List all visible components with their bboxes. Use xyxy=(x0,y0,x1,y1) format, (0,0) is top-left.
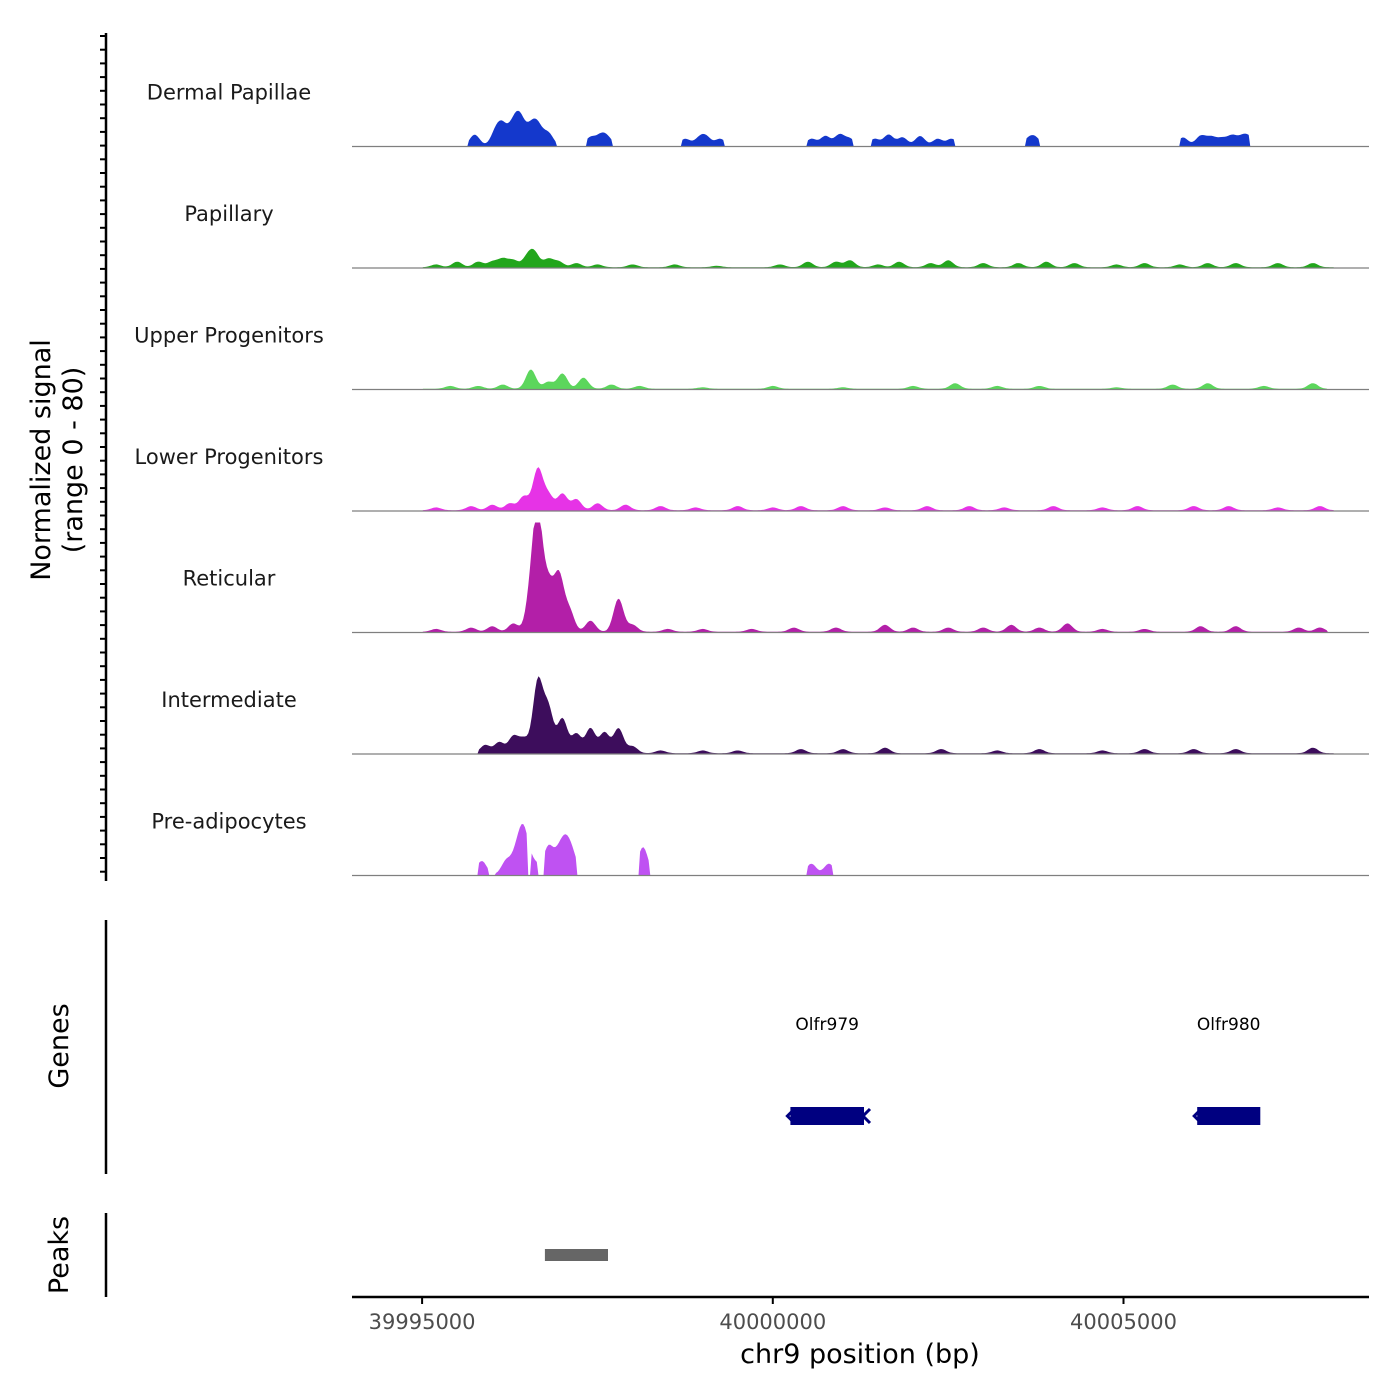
peaks-track-label: Peaks xyxy=(44,1216,75,1294)
peaks-track xyxy=(544,1249,608,1261)
track-6: Intermediate xyxy=(161,676,1369,755)
gene-2: Olfr980 xyxy=(1192,1015,1261,1125)
genes-track: Olfr979 Olfr980 xyxy=(785,1015,1261,1125)
track-label: Lower Progenitors xyxy=(135,445,324,469)
track-2: Papillary xyxy=(184,202,1369,269)
gene-label: Olfr979 xyxy=(795,1015,859,1035)
signal-area xyxy=(352,522,1369,633)
gene-body xyxy=(790,1107,864,1125)
genes-track-label: Genes xyxy=(44,1003,75,1088)
track-label: Intermediate xyxy=(161,688,297,712)
y-axis-subtitle: (range 0 - 80) xyxy=(58,367,89,554)
x-tick-label: 39995000 xyxy=(369,1310,476,1334)
track-label: Dermal Papillae xyxy=(147,81,311,105)
gene-body xyxy=(1197,1107,1261,1125)
gene-1: Olfr979 xyxy=(785,1015,872,1125)
signal-area xyxy=(352,467,1369,511)
strand-arrow xyxy=(785,1107,796,1125)
track-3: Upper Progenitors xyxy=(134,324,1369,391)
track-label: Papillary xyxy=(184,202,273,226)
strand-arrow xyxy=(860,1107,872,1125)
track-5: Reticular xyxy=(183,522,1369,634)
coverage-y-ticks xyxy=(100,35,106,873)
track-7: Pre-adipocytes xyxy=(151,810,1369,877)
coverage-tracks: Dermal Papillae Papillary Upper Progenitor… xyxy=(134,81,1369,877)
signal-area xyxy=(352,110,1369,147)
peak-region xyxy=(544,1249,608,1261)
track-label: Upper Progenitors xyxy=(134,324,324,348)
track-4: Lower Progenitors xyxy=(135,445,1369,512)
signal-area xyxy=(352,824,1369,876)
track-1: Dermal Papillae xyxy=(147,81,1369,148)
track-label: Reticular xyxy=(183,567,276,591)
x-tick-label: 40000000 xyxy=(719,1310,826,1334)
strand-arrow xyxy=(1192,1107,1203,1125)
track-label: Pre-adipocytes xyxy=(151,810,306,834)
x-tick-label: 40005000 xyxy=(1070,1310,1177,1334)
signal-area xyxy=(352,248,1369,268)
signal-area xyxy=(352,676,1369,754)
signal-area xyxy=(352,369,1369,390)
x-axis-ticks: 39995000 40000000 40005000 xyxy=(369,1297,1177,1334)
y-axis-title: Normalized signal xyxy=(26,339,57,581)
gene-label: Olfr980 xyxy=(1197,1015,1261,1035)
x-axis-title: chr9 position (bp) xyxy=(740,1339,980,1370)
